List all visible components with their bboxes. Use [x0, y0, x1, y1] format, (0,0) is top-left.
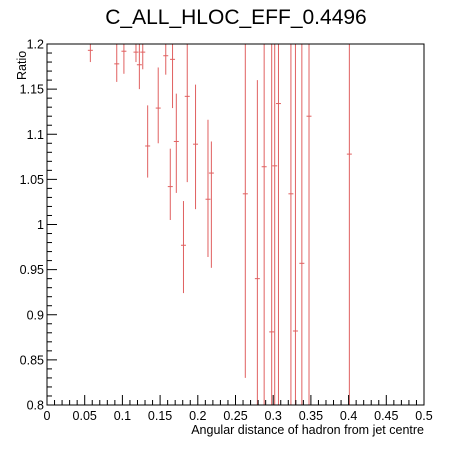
data-layer	[87, 44, 352, 405]
x-tick-label: 0.45	[374, 409, 398, 423]
x-tick-label: 0.3	[265, 409, 282, 423]
x-tick-label: 0	[44, 409, 51, 423]
data-point	[87, 44, 93, 63]
x-tick-label: 0.5	[415, 409, 432, 423]
x-tick-label: 0.1	[114, 409, 131, 423]
x-tick-label: 0.25	[223, 409, 247, 423]
data-point	[261, 44, 267, 405]
data-point	[145, 105, 151, 178]
x-axis-label: Angular distance of hadron from jet cent…	[191, 423, 424, 437]
chart-title: C_ALL_HLOC_EFF_0.4496	[105, 6, 367, 29]
data-point	[167, 148, 173, 220]
y-tick-label: 1.2	[27, 38, 44, 52]
x-tick-label: 0.05	[73, 409, 97, 423]
x-tick-label: 0.2	[189, 409, 206, 423]
data-point	[173, 93, 179, 193]
data-point	[133, 44, 139, 63]
data-point	[184, 44, 190, 183]
data-point	[208, 141, 214, 268]
data-point	[269, 44, 275, 405]
data-point	[275, 44, 281, 405]
data-point	[163, 44, 169, 75]
y-tick-label: 1	[37, 218, 44, 232]
x-tick-label: 0.15	[148, 409, 172, 423]
y-tick-label: 0.95	[20, 263, 44, 277]
data-point	[346, 44, 352, 405]
data-point	[136, 44, 142, 90]
data-point	[140, 44, 146, 70]
x-axis-ticks: 0 0.05 0.1 0.15 0.2 0.25 0.3 0.35 0.4 0.45 0.5	[44, 395, 433, 423]
y-tick-label: 1.1	[27, 128, 44, 142]
y-tick-label: 0.85	[20, 353, 44, 367]
data-point	[155, 67, 161, 144]
data-point	[306, 44, 312, 405]
data-point	[288, 44, 294, 405]
data-point	[170, 44, 176, 109]
y-axis-label: Ratio	[15, 51, 29, 80]
x-tick-label: 0.4	[340, 409, 357, 423]
data-point	[193, 84, 199, 210]
data-point	[114, 44, 120, 82]
data-point	[292, 44, 298, 405]
data-point	[121, 44, 127, 74]
data-point	[272, 44, 278, 405]
data-point	[299, 44, 305, 405]
y-tick-label: 1.15	[20, 83, 44, 97]
y-axis-ticks: 0.8 0.85 0.9 0.95 1 1.05 1.1 1.15 1.2	[20, 38, 57, 413]
data-point	[205, 119, 211, 257]
plot-frame	[46, 43, 425, 406]
data-point	[242, 44, 248, 378]
data-point	[180, 201, 186, 294]
y-tick-label: 1.05	[20, 173, 44, 187]
x-tick-label: 0.35	[299, 409, 323, 423]
data-point	[254, 80, 260, 405]
y-tick-label: 0.8	[27, 399, 44, 413]
y-tick-label: 0.9	[27, 308, 44, 322]
